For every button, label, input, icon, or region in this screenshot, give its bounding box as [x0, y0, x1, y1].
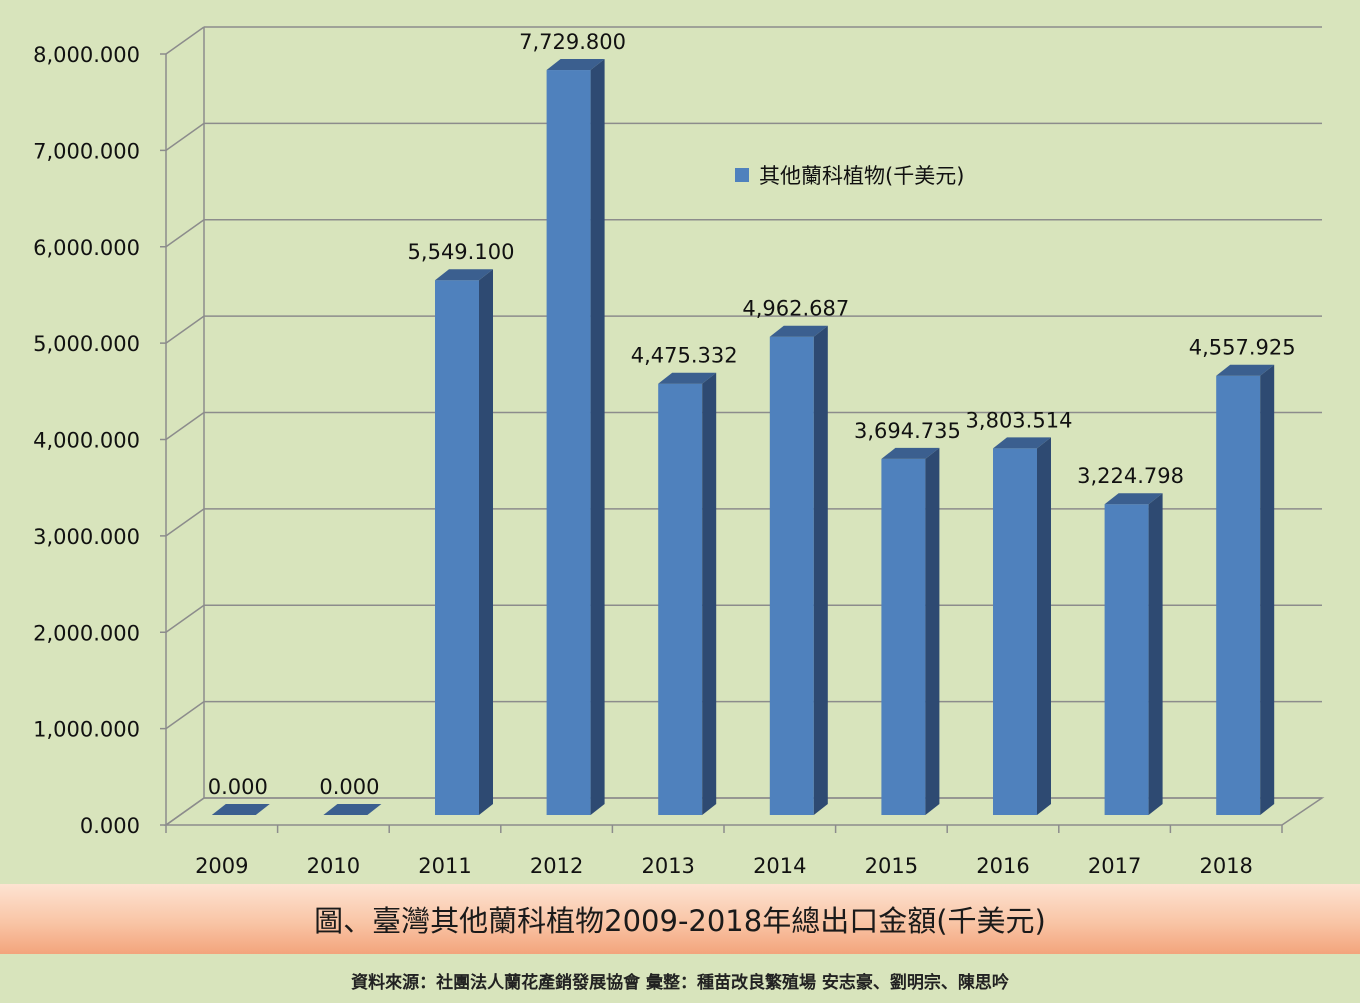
- bar: [546, 70, 591, 815]
- bar: [1104, 504, 1149, 815]
- data-label: 3,694.735: [854, 419, 961, 443]
- data-label: 4,475.332: [631, 344, 738, 368]
- gridline-side: [165, 701, 205, 730]
- y-tick-label: 3,000.000: [33, 525, 140, 549]
- gridline-side: [165, 315, 205, 344]
- gridline-side: [165, 508, 205, 537]
- bar-top: [769, 325, 828, 337]
- figure-caption: 圖、臺灣其他蘭科植物2009-2018年總出口金額(千美元): [314, 904, 1046, 938]
- x-tick-label: 2014: [753, 854, 806, 878]
- data-label: 4,962.687: [742, 297, 849, 321]
- legend-label: 其他蘭科植物(千美元): [759, 164, 965, 188]
- gridline-side: [165, 411, 205, 441]
- bar-top: [323, 804, 382, 815]
- x-tick-label: 2013: [641, 854, 694, 878]
- x-tick-label: 2011: [418, 854, 471, 878]
- bar-side: [925, 447, 940, 815]
- bar-top: [1216, 364, 1275, 376]
- x-tick-label: 2010: [307, 854, 360, 878]
- caption-band: 圖、臺灣其他蘭科植物2009-2018年總出口金額(千美元): [0, 884, 1360, 954]
- bar-side: [479, 269, 493, 816]
- y-tick-label: 6,000.000: [33, 236, 140, 260]
- chart-floor: [163, 797, 1325, 826]
- y-tick-label: 7,000.000: [33, 139, 140, 163]
- bar: [769, 336, 814, 815]
- bar-top: [211, 804, 270, 815]
- bar-top: [993, 437, 1051, 449]
- bar-side: [590, 59, 605, 815]
- bar-top: [1104, 493, 1163, 505]
- x-tick-label: 2018: [1199, 854, 1252, 878]
- data-label: 4,557.925: [1189, 336, 1296, 360]
- gridline-side: [165, 122, 205, 151]
- x-tick-label: 2009: [195, 854, 248, 878]
- bar-top: [546, 59, 605, 71]
- bar: [993, 448, 1037, 815]
- legend: 其他蘭科植物(千美元): [735, 160, 964, 190]
- bar: [658, 383, 703, 815]
- x-tick-label: 2016: [976, 854, 1029, 878]
- data-label: 7,729.800: [519, 30, 626, 54]
- y-tick-label: 5,000.000: [33, 332, 140, 356]
- x-tick-label: 2017: [1088, 854, 1141, 878]
- y-tick-label: 4,000.000: [33, 429, 140, 453]
- x-tick-label: 2012: [530, 854, 583, 878]
- x-tick-label: 2015: [865, 854, 918, 878]
- legend-swatch: [735, 168, 749, 182]
- data-label: 0.000: [319, 775, 379, 799]
- data-label: 3,803.514: [966, 408, 1073, 432]
- gridline-side: [165, 604, 205, 633]
- bar-top: [881, 447, 940, 459]
- y-tick-label: 1,000.000: [33, 718, 140, 742]
- bar-top: [435, 269, 493, 281]
- bar-side: [1260, 364, 1275, 815]
- source-note: 資料來源：社團法人蘭花產銷發展協會 彙整：種苗改良繁殖場 安志豪、劉明宗、陳思吟: [351, 973, 1009, 993]
- y-tick-label: 2,000.000: [33, 621, 140, 645]
- bar-side: [702, 372, 717, 815]
- data-label: 5,549.100: [408, 240, 515, 264]
- gridline-side: [165, 219, 205, 248]
- data-label: 3,224.798: [1077, 464, 1184, 488]
- bar: [1216, 375, 1261, 815]
- gridline-side: [165, 26, 205, 55]
- bar-side: [813, 325, 828, 815]
- y-tick-label: 0.000: [80, 814, 140, 838]
- bar-top: [658, 372, 717, 384]
- bar-chart: 0.000 1,000.000 2,000.000 3,000.000 4,000.00…: [33, 26, 1325, 878]
- bar: [435, 280, 479, 816]
- data-label: 0.000: [208, 775, 268, 799]
- bar: [881, 458, 926, 815]
- y-tick-label: 8,000.000: [33, 43, 140, 67]
- bar-side: [1037, 437, 1051, 815]
- bar-side: [1148, 493, 1163, 815]
